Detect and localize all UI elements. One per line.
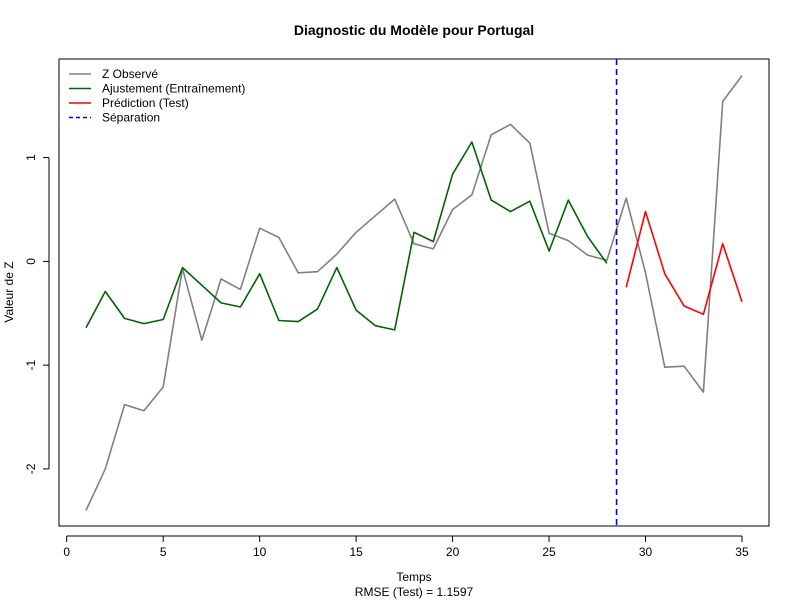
x-tick-label: 15 bbox=[349, 545, 363, 559]
x-tick-label: 0 bbox=[63, 545, 70, 559]
legend-label-0: Z Observé bbox=[102, 67, 158, 81]
axes: 0 5 10 15 20 25 30 35 -2 -1 0 1 bbox=[24, 58, 770, 559]
series-line-1 bbox=[85, 141, 608, 331]
x-tick-label: 10 bbox=[253, 545, 267, 559]
series-line-0 bbox=[85, 75, 743, 511]
y-tick-label: 0 bbox=[24, 258, 38, 265]
legend-label-1: Ajustement (Entraînement) bbox=[102, 82, 245, 96]
x-axis-subtitle: RMSE (Test) = 1.1597 bbox=[355, 585, 474, 599]
x-tick-label: 25 bbox=[542, 545, 556, 559]
plot-area bbox=[85, 59, 743, 526]
x-tick-label: 30 bbox=[639, 545, 653, 559]
series-line-2 bbox=[625, 210, 743, 316]
plot-frame bbox=[58, 58, 770, 527]
y-tick-label: -2 bbox=[24, 463, 38, 474]
y-tick-label: 1 bbox=[24, 154, 38, 161]
x-tick-label: 20 bbox=[446, 545, 460, 559]
x-axis-title: Temps bbox=[396, 570, 431, 584]
x-tick-label: 35 bbox=[735, 545, 749, 559]
legend-label-3: Séparation bbox=[102, 111, 160, 125]
legend-label-2: Prédiction (Test) bbox=[102, 96, 189, 110]
x-tick-label: 5 bbox=[160, 545, 167, 559]
y-tick-label: -1 bbox=[24, 359, 38, 370]
chart-title: Diagnostic du Modèle pour Portugal bbox=[294, 22, 534, 38]
y-axis-title: Valeur de Z bbox=[2, 261, 16, 322]
